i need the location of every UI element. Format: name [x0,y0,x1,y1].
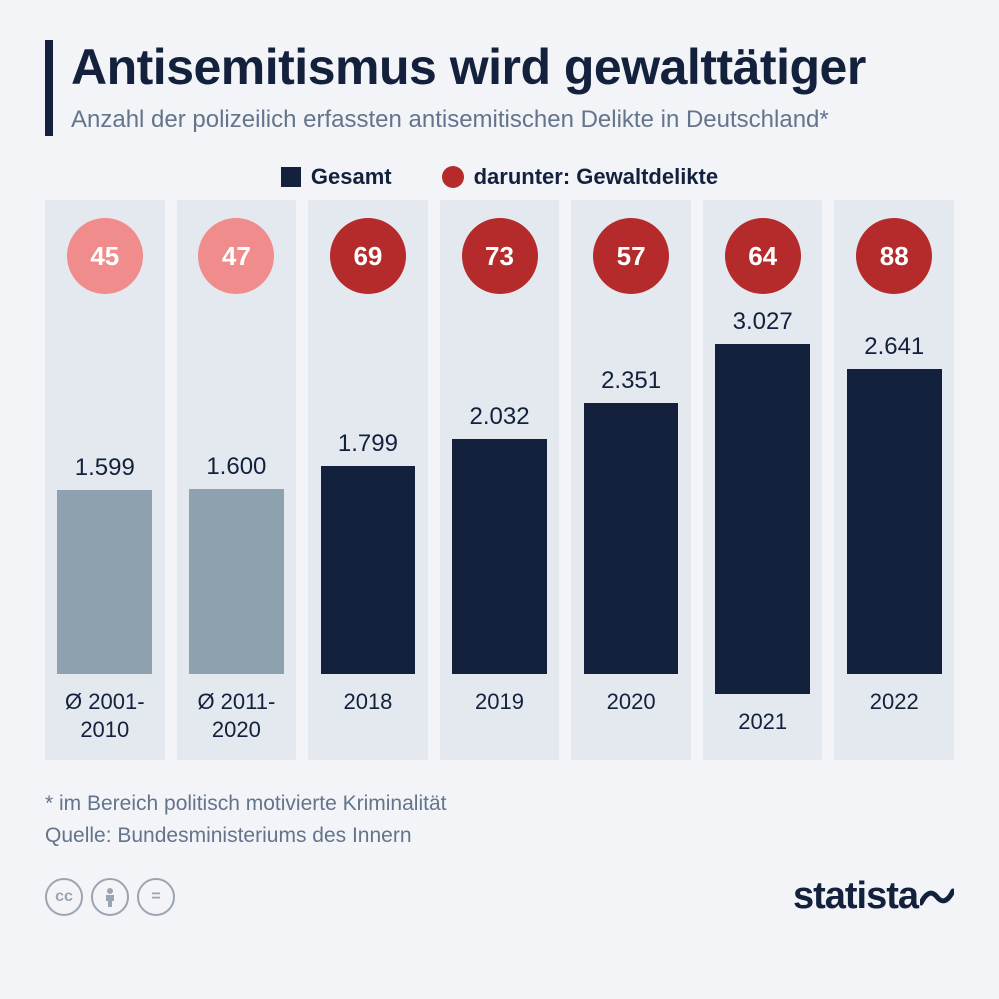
footnote-line-2: Quelle: Bundesministeriums des Innern [45,820,954,852]
legend-total-swatch [281,167,301,187]
footer: * im Bereich politisch motivierte Krimin… [45,788,954,918]
header: Antisemitismus wird gewalttätiger Anzahl… [45,40,954,136]
violent-count-circle: 64 [725,218,801,294]
legend: Gesamt darunter: Gewaltdelikte [45,164,954,190]
subtitle: Anzahl der polizeilich erfassten antisem… [71,104,954,136]
total-value-label: 1.799 [338,430,398,458]
bar [57,490,152,675]
total-value-label: 2.351 [601,367,661,395]
violent-count-circle: 45 [67,218,143,294]
total-value-label: 2.032 [469,403,529,431]
logo-wave-icon [920,883,954,911]
legend-total-label: Gesamt [311,164,392,190]
bar-chart: 45 1.599 Ø 2001-2010 47 1.600 Ø 2011-2020 69 1.… [45,200,954,760]
x-axis-label: 2022 [870,688,919,744]
total-value-label: 2.641 [864,333,924,361]
bar-area: 2.641 [840,308,948,674]
legend-violent: darunter: Gewaltdelikte [442,164,719,190]
bar [584,403,679,675]
bar-area: 2.032 [446,308,554,674]
chart-column: 69 1.799 2018 [308,200,428,760]
license-icons: cc = [45,878,175,916]
total-value-label: 1.599 [75,454,135,482]
x-axis-label: Ø 2001-2010 [51,688,159,744]
bar [715,344,810,694]
cc-icon: cc [45,878,83,916]
x-axis-label: 2020 [607,688,656,744]
chart-column: 643.0272021 [703,200,823,760]
bar [452,439,547,674]
bar [189,489,284,674]
violent-count-circle: 73 [462,218,538,294]
nd-icon: = [137,878,175,916]
bar-area: 3.027 [709,308,817,694]
bar-area: 1.599 [51,308,159,674]
by-icon [91,878,129,916]
chart-column: 88 2.641 2022 [834,200,954,760]
x-axis-label: 2019 [475,688,524,744]
chart-column: 73 2.032 2019 [440,200,560,760]
bar-area: 1.799 [314,308,422,674]
chart-column: 47 1.600 Ø 2011-2020 [177,200,297,760]
logo-text: statista [793,875,918,918]
footnote-line-1: * im Bereich politisch motivierte Krimin… [45,788,954,820]
violent-count-circle: 57 [593,218,669,294]
total-value-label: 1.600 [206,453,266,481]
legend-violent-label: darunter: Gewaltdelikte [474,164,719,190]
x-axis-label: 2018 [343,688,392,744]
total-value-label: 3.027 [733,308,793,336]
chart-column: 57 2.351 2020 [571,200,691,760]
bar [847,369,942,674]
statista-logo: statista [793,875,954,918]
bar-area: 2.351 [577,308,685,674]
violent-count-circle: 69 [330,218,406,294]
violent-count-circle: 88 [856,218,932,294]
page-title: Antisemitismus wird gewalttätiger [71,40,954,94]
x-axis-label: 2021 [738,708,787,764]
legend-violent-swatch [442,166,464,188]
violent-count-circle: 47 [198,218,274,294]
x-axis-label: Ø 2011-2020 [183,688,291,744]
bar-area: 1.600 [183,308,291,674]
bar [321,466,416,674]
legend-total: Gesamt [281,164,392,190]
chart-column: 45 1.599 Ø 2001-2010 [45,200,165,760]
